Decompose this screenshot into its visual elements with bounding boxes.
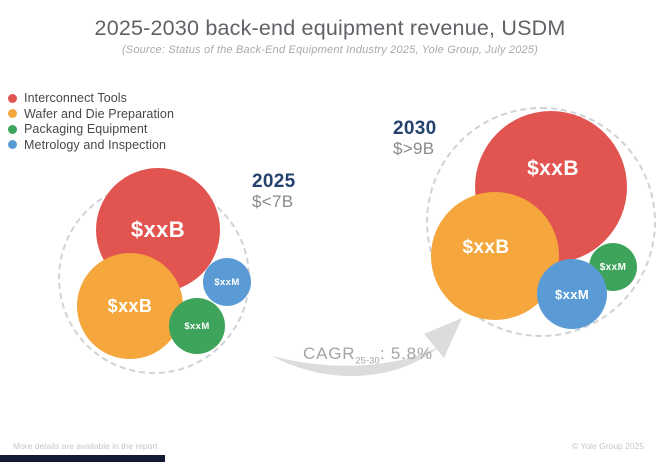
- bubble-value: $xxB: [130, 217, 186, 242]
- footer-copyright: © Yole Group 2025: [572, 441, 644, 451]
- legend-label: Wafer and Die Preparation: [24, 106, 175, 121]
- bubble-value: $xxM: [554, 286, 590, 302]
- legend-dot-green-icon: [8, 124, 17, 134]
- bubble-value: $xxB: [462, 237, 510, 258]
- page-title: 2025-2030 back-end equipment revenue, US…: [94, 16, 566, 40]
- bubble-value: $xxM: [214, 276, 240, 288]
- page-subtitle: (Source: Status of the Back-End Equipmen…: [121, 44, 539, 56]
- cluster-caption-2025: 2025 $<7B: [252, 171, 296, 211]
- legend-item-packaging-equipment: Packaging Equipment: [8, 122, 174, 137]
- cagr-annotation: CAGR25-30: 5.8%: [303, 344, 433, 365]
- year-total: $<7B: [252, 191, 294, 211]
- legend-dot-blue-icon: [8, 140, 17, 150]
- cagr-value: : 5.8%: [379, 344, 433, 363]
- legend-label: Metrology and Inspection: [24, 137, 167, 152]
- cluster-outline-2030: [426, 107, 656, 337]
- bubble-2030-metrology-inspection: $xxM: [537, 259, 607, 329]
- bubble-2025-packaging-equipment: $xxM: [169, 298, 225, 354]
- legend-dot-red-icon: [8, 93, 17, 103]
- footer-bar: [0, 455, 165, 462]
- legend-item-wafer-die-preparation: Wafer and Die Preparation: [8, 106, 175, 121]
- legend-item-interconnect-tools: Interconnect Tools: [8, 91, 174, 106]
- legend-label: Packaging Equipment: [24, 122, 148, 137]
- growth-arrow-icon: [272, 318, 462, 377]
- bubble-value: $xxM: [184, 320, 210, 332]
- cagr-label: CAGR: [303, 344, 356, 363]
- legend: Interconnect Tools Wafer and Die Prepara…: [8, 91, 175, 152]
- legend-dot-orange-icon: [8, 109, 17, 119]
- footer-note: More details are available in the report: [13, 441, 158, 451]
- bubble-value: $xxB: [107, 295, 153, 316]
- bubble-value: $xxB: [527, 157, 579, 180]
- bubble-2025-wafer-die-preparation: $xxB: [77, 253, 183, 359]
- bubble-2025-metrology-inspection: $xxM: [203, 258, 251, 306]
- cagr-subscript: 25-30: [355, 355, 380, 366]
- year-label: 2030: [393, 118, 437, 139]
- bubble-value: $xxM: [599, 261, 627, 273]
- year-total: $>9B: [393, 138, 435, 158]
- year-label: 2025: [252, 171, 296, 192]
- legend-label: Interconnect Tools: [24, 91, 128, 106]
- cluster-caption-2030: 2030 $>9B: [393, 118, 437, 158]
- legend-item-metrology-inspection: Metrology and Inspection: [8, 137, 174, 152]
